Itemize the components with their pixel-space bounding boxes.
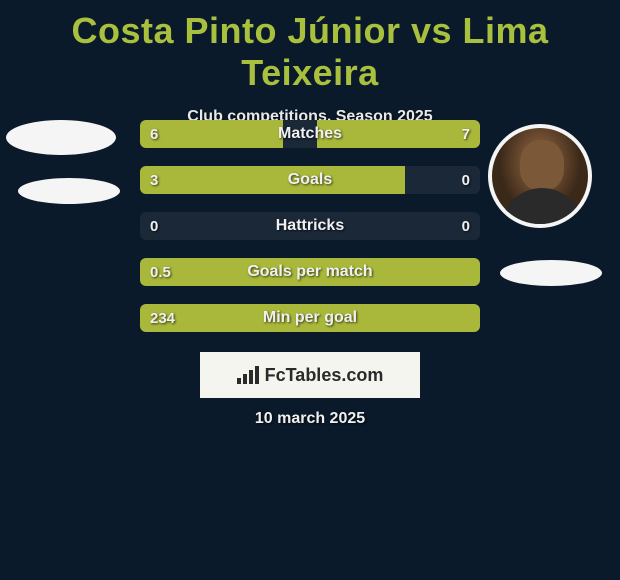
stat-right-value: 7 (462, 120, 470, 148)
stat-label: Goals (140, 166, 480, 194)
player-right-oval (500, 260, 602, 286)
stat-label: Matches (140, 120, 480, 148)
stat-label: Hattricks (140, 212, 480, 240)
branding-badge: FcTables.com (200, 352, 420, 398)
stat-right-value: 0 (462, 212, 470, 240)
stat-row-matches: 6 Matches 7 (140, 120, 480, 148)
player-left-avatar-placeholder (6, 120, 116, 155)
stat-label: Goals per match (140, 258, 480, 286)
player-right-avatar (488, 124, 592, 228)
stat-label: Min per goal (140, 304, 480, 332)
date-label: 10 march 2025 (0, 410, 620, 428)
chart-icon (237, 366, 259, 384)
stat-row-goals-per-match: 0.5 Goals per match (140, 258, 480, 286)
branding-text: FcTables.com (265, 365, 384, 386)
stat-row-min-per-goal: 234 Min per goal (140, 304, 480, 332)
player-left-oval (18, 178, 120, 204)
page-title: Costa Pinto Júnior vs Lima Teixeira (0, 0, 620, 94)
stat-row-goals: 3 Goals 0 (140, 166, 480, 194)
stats-bars: 6 Matches 7 3 Goals 0 0 Hattricks 0 0.5 … (140, 120, 480, 350)
stat-row-hattricks: 0 Hattricks 0 (140, 212, 480, 240)
stat-right-value: 0 (462, 166, 470, 194)
